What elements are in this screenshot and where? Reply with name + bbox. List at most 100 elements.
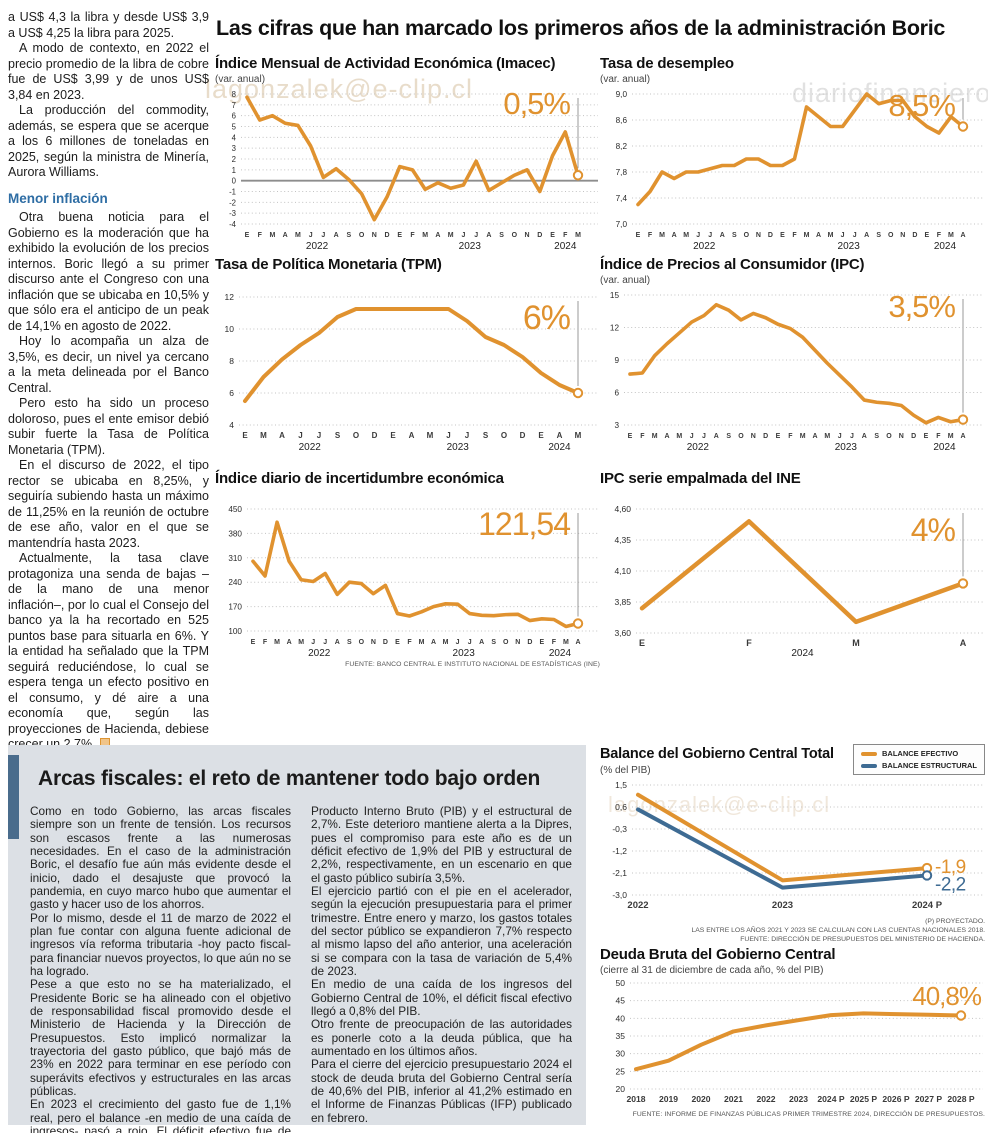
chart-source: FUENTE: INFORME DE FINANZAS PÚBLICAS PRI…: [632, 1111, 985, 1118]
svg-text:D: D: [911, 433, 916, 440]
svg-text:1: 1: [232, 166, 236, 175]
svg-text:N: N: [900, 232, 905, 239]
svg-text:4: 4: [232, 133, 237, 142]
svg-text:S: S: [491, 639, 496, 646]
svg-text:E: E: [395, 639, 400, 646]
svg-text:J: J: [850, 433, 854, 440]
svg-text:12: 12: [225, 292, 235, 302]
svg-text:E: E: [397, 232, 402, 239]
svg-text:3: 3: [614, 421, 619, 430]
svg-text:A: A: [864, 232, 869, 239]
svg-text:J: J: [317, 431, 321, 440]
svg-text:O: O: [738, 433, 744, 440]
svg-text:J: J: [690, 433, 694, 440]
svg-text:F: F: [936, 433, 941, 440]
svg-text:0: 0: [232, 177, 237, 186]
svg-text:F: F: [258, 232, 263, 239]
svg-text:3,85: 3,85: [614, 597, 631, 607]
svg-text:4%: 4%: [911, 512, 956, 548]
svg-text:2024: 2024: [548, 442, 571, 453]
panel-paragraph: Como en todo Gobierno, las arcas fiscale…: [30, 804, 291, 912]
svg-text:2025 P: 2025 P: [850, 1094, 878, 1104]
svg-text:2023: 2023: [772, 900, 793, 911]
svg-text:2024 P: 2024 P: [817, 1094, 845, 1104]
svg-text:100: 100: [228, 627, 242, 636]
svg-text:F: F: [410, 232, 415, 239]
svg-text:2023: 2023: [835, 442, 858, 453]
svg-text:A: A: [714, 433, 719, 440]
legend-swatch-estructural: [861, 763, 877, 768]
panel-columns: Como en todo Gobierno, las arcas fiscale…: [30, 804, 572, 1133]
svg-text:A: A: [409, 431, 415, 440]
svg-text:A: A: [664, 433, 669, 440]
svg-text:E: E: [925, 232, 930, 239]
svg-text:N: N: [899, 433, 904, 440]
svg-text:-1,2: -1,2: [612, 846, 627, 856]
chart-title: Índice de Precios al Consumidor (IPC): [600, 256, 865, 273]
svg-text:3,60: 3,60: [614, 628, 631, 638]
panel-paragraph: El ejercicio partió con el pie en el ace…: [311, 883, 572, 978]
svg-text:F: F: [552, 639, 557, 646]
svg-text:7,8: 7,8: [616, 168, 628, 177]
svg-text:-1: -1: [229, 188, 236, 197]
svg-text:310: 310: [228, 554, 242, 563]
svg-text:2022: 2022: [756, 1094, 775, 1104]
svg-text:J: J: [696, 232, 700, 239]
svg-text:2024: 2024: [549, 648, 572, 659]
svg-text:-3: -3: [229, 209, 236, 218]
article-paragraph: Actualmente, la tasa clave protagoniza u…: [8, 551, 209, 753]
svg-text:J: J: [465, 431, 469, 440]
chart-canvas: 15 12 9 6 3 E F M A M J J A S O N D E F M A M J J A S O N D E F M A 2022 2…: [600, 287, 985, 453]
panel-paragraph: Producto Interno Bruto (PIB) y el estruc…: [311, 804, 572, 885]
svg-text:E: E: [776, 433, 781, 440]
svg-text:4,10: 4,10: [614, 566, 631, 576]
svg-text:S: S: [335, 431, 341, 440]
svg-text:M: M: [659, 232, 665, 239]
svg-text:-2,1: -2,1: [612, 868, 627, 878]
svg-text:2026 P: 2026 P: [882, 1094, 910, 1104]
svg-text:A: A: [960, 638, 967, 648]
svg-text:A: A: [431, 639, 436, 646]
svg-text:E: E: [639, 638, 645, 648]
svg-text:J: J: [321, 232, 325, 239]
article-paragraph: Otra buena noticia para el Gobierno es l…: [8, 210, 209, 333]
svg-text:10: 10: [225, 324, 235, 334]
legend-label: BALANCE EFECTIVO: [882, 749, 959, 758]
svg-text:E: E: [245, 232, 250, 239]
svg-text:S: S: [732, 232, 737, 239]
svg-text:E: E: [540, 639, 545, 646]
panel-paragraph: En 2023 el crecimiento del gasto fue de …: [30, 1097, 291, 1133]
svg-text:A: A: [279, 431, 285, 440]
article-paragraph: Pero esto ha sido un proceso doloroso, p…: [8, 396, 209, 457]
svg-text:O: O: [512, 232, 518, 239]
svg-text:8: 8: [229, 356, 234, 366]
svg-text:2: 2: [232, 155, 236, 164]
svg-text:N: N: [372, 232, 377, 239]
svg-text:50: 50: [616, 978, 626, 988]
svg-text:M: M: [422, 232, 428, 239]
svg-text:2023: 2023: [453, 648, 476, 659]
svg-text:121,54: 121,54: [478, 506, 570, 542]
article-paragraph: a US$ 4,3 la libra y desde US$ 3,9 a US$…: [8, 10, 209, 40]
svg-text:S: S: [483, 431, 489, 440]
svg-text:J: J: [323, 639, 327, 646]
svg-text:O: O: [359, 232, 365, 239]
svg-text:6: 6: [232, 112, 236, 121]
svg-text:O: O: [503, 639, 509, 646]
svg-text:2028 P: 2028 P: [947, 1094, 975, 1104]
svg-text:E: E: [538, 431, 544, 440]
chart-title: Tasa de Política Monetaria (TPM): [215, 256, 442, 273]
svg-text:-3,0: -3,0: [612, 890, 627, 900]
chart-title: Balance del Gobierno Central Total: [600, 746, 834, 762]
svg-text:D: D: [537, 232, 542, 239]
svg-text:D: D: [768, 232, 773, 239]
svg-text:M: M: [800, 433, 806, 440]
svg-text:A: A: [486, 232, 491, 239]
svg-text:E: E: [924, 433, 929, 440]
chart-canvas: 8 7 6 5 4 3 2 1 0 -1 -2 -3 -4 E F M A M J J A S O N D E F M A M J J A S O N…: [215, 86, 600, 252]
svg-text:2023: 2023: [459, 241, 482, 252]
svg-text:-0,3: -0,3: [612, 824, 627, 834]
svg-text:S: S: [499, 232, 504, 239]
svg-text:A: A: [720, 232, 725, 239]
